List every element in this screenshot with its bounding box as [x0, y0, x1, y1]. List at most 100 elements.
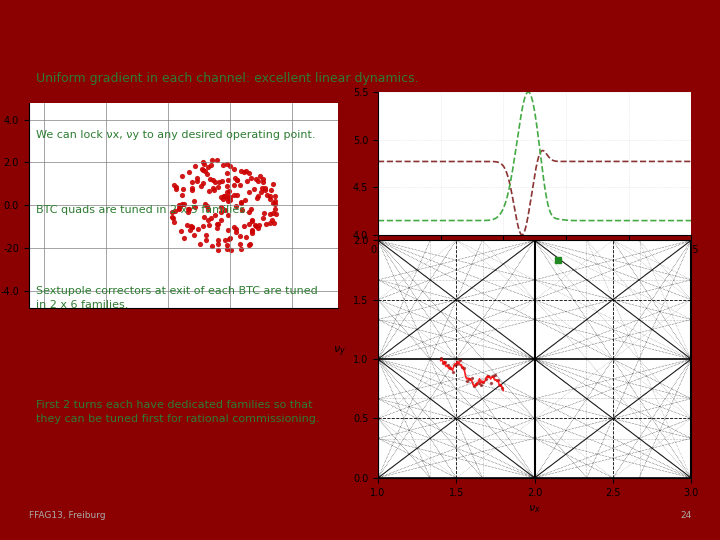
Point: [492, 376, 503, 384]
Point: [213, 178, 225, 186]
Point: [220, 205, 231, 214]
Point: [189, 161, 201, 170]
Point: [235, 199, 246, 208]
Point: [176, 191, 188, 200]
Point: [251, 222, 262, 231]
Point: [215, 208, 226, 217]
Point: [218, 192, 230, 200]
Point: [197, 221, 208, 230]
Point: [495, 380, 506, 389]
Point: [267, 209, 279, 218]
Point: [264, 194, 276, 203]
Point: [207, 183, 219, 192]
Point: [253, 224, 264, 233]
Point: [176, 200, 188, 208]
Point: [199, 167, 210, 176]
Point: [221, 194, 233, 202]
Point: [171, 185, 182, 194]
Point: [201, 170, 212, 178]
Point: [471, 380, 482, 388]
Point: [202, 204, 214, 213]
Point: [217, 195, 228, 204]
Point: [217, 177, 228, 185]
Point: [178, 184, 189, 193]
Point: [183, 168, 194, 177]
Point: [211, 223, 222, 232]
Point: [186, 177, 197, 186]
Point: [204, 174, 216, 183]
Point: [264, 219, 275, 228]
Point: [482, 372, 494, 381]
Point: [473, 379, 485, 388]
Point: [183, 205, 194, 213]
Point: [480, 375, 492, 384]
Point: [181, 221, 192, 230]
Point: [221, 182, 233, 191]
Text: We can lock νx, νy to any desired operating point.: We can lock νx, νy to any desired operat…: [36, 130, 315, 140]
Point: [255, 188, 266, 197]
Point: [186, 223, 197, 232]
Point: [221, 168, 233, 177]
Point: [454, 356, 465, 365]
Point: [194, 239, 205, 248]
Point: [176, 172, 188, 180]
Point: [225, 246, 237, 255]
Point: [222, 176, 233, 185]
Point: [173, 204, 184, 212]
Point: [192, 177, 203, 185]
Point: [231, 191, 243, 200]
Point: [219, 191, 230, 200]
Point: [477, 378, 489, 387]
Point: [195, 181, 207, 190]
Point: [459, 364, 470, 373]
Point: [251, 193, 263, 202]
Point: [208, 186, 220, 194]
Point: [222, 197, 234, 205]
Point: [189, 197, 200, 205]
Point: [234, 181, 246, 190]
Point: [243, 169, 255, 178]
Point: [260, 220, 271, 228]
Point: [440, 358, 451, 367]
Point: [206, 156, 217, 165]
Point: [464, 375, 475, 383]
Point: [207, 242, 218, 251]
Point: [246, 225, 258, 234]
Point: [234, 240, 246, 248]
Point: [264, 210, 276, 218]
Point: [259, 186, 271, 194]
Point: [186, 185, 197, 194]
Y-axis label: $\nu_y$: $\nu_y$: [333, 345, 346, 359]
Point: [269, 197, 281, 205]
Point: [174, 201, 186, 210]
Point: [186, 184, 197, 192]
Point: [235, 232, 246, 240]
Point: [168, 180, 180, 189]
Point: [223, 234, 235, 243]
Point: [270, 192, 282, 201]
Point: [235, 198, 246, 206]
Point: [437, 359, 449, 368]
Point: [261, 190, 273, 199]
Point: [197, 165, 208, 173]
Point: [215, 202, 226, 211]
Point: [230, 202, 241, 211]
Point: [168, 214, 179, 222]
Point: [269, 205, 281, 213]
Point: [209, 177, 220, 186]
Point: [238, 221, 250, 230]
Point: [192, 225, 204, 233]
Point: [221, 160, 233, 168]
Point: [466, 374, 477, 382]
Text: First 2 turns each have dedicated families so that
they can be tuned first for r: First 2 turns each have dedicated famili…: [36, 400, 320, 423]
Point: [216, 215, 228, 224]
Point: [204, 187, 215, 195]
Point: [182, 208, 194, 217]
Point: [197, 166, 209, 174]
Point: [244, 240, 256, 248]
Point: [222, 240, 233, 249]
Point: [202, 163, 214, 172]
Point: [224, 193, 235, 202]
Point: [225, 234, 236, 242]
Point: [269, 199, 281, 208]
